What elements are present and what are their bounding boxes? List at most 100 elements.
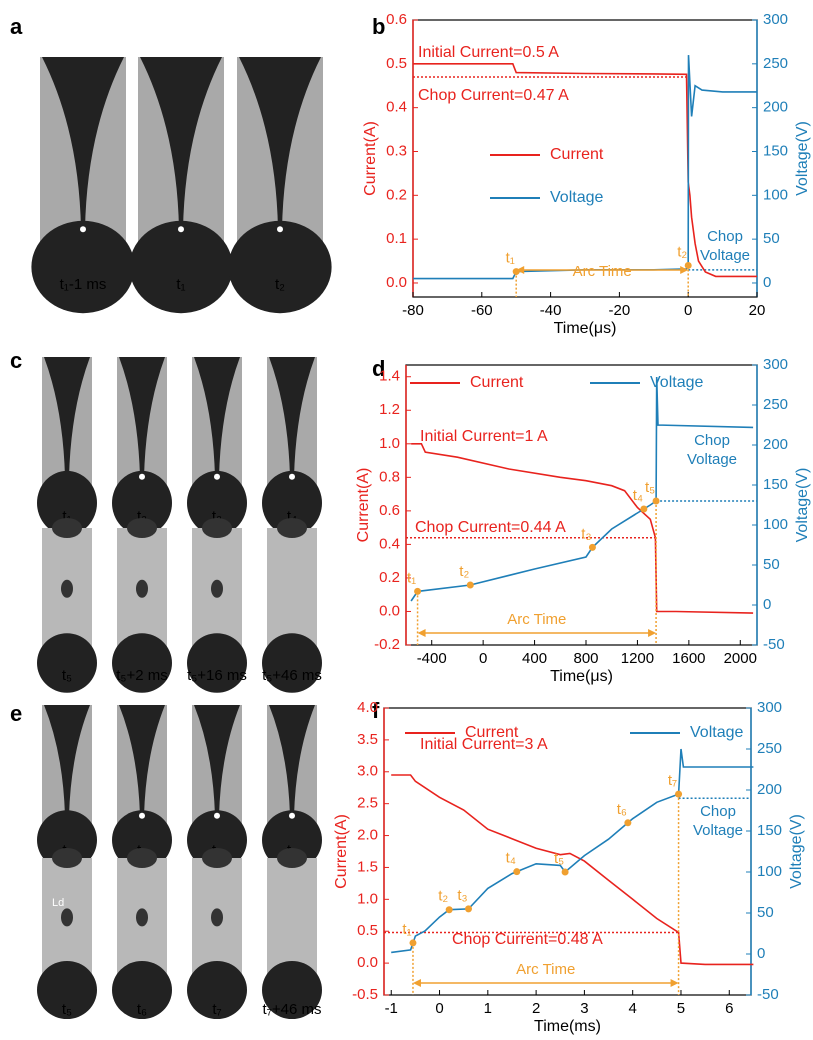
photo-neck [269,705,315,816]
marker-point [561,868,569,876]
photo-droplet [228,220,332,314]
marker-label: t₄ [633,487,643,504]
photo-label: t₂ [137,508,147,525]
photo-label: t₁ [176,276,185,293]
y2-tick-label: 0 [763,274,771,291]
x-axis-title: Time(μs) [554,320,617,337]
y2-tick-label: 0 [763,596,771,613]
marker-point [624,819,632,827]
y-tick-label: 1.5 [357,858,378,875]
chop-voltage-label: Chop [700,803,736,820]
y2-axis-title: Voltage(V) [788,814,805,889]
photo-label: t₃ [212,508,222,525]
marker-point [588,543,596,551]
marker-point [466,581,474,589]
y-tick-label: 1.0 [357,890,378,907]
y2-tick-label: 250 [763,396,788,413]
photo-fragment [61,908,73,927]
photo-upper [202,848,232,868]
panel-letter: a [10,14,23,39]
chop-voltage-label: Voltage [687,451,737,468]
photo-neck [44,705,90,816]
marker-label: t₅ [554,850,564,867]
photo-neck [194,705,240,816]
y-tick-label: -0.5 [352,986,378,1003]
series-line [391,748,754,954]
photo-label: t₂ [275,276,285,293]
x-tick-label: -80 [402,302,424,319]
photo-label: t₅+16 ms [187,667,247,684]
photo [262,705,322,870]
x-tick-label: 0 [479,650,487,667]
x-tick-label: 4 [629,1000,637,1017]
chop-voltage-label: Chop [707,228,743,245]
photo [228,57,332,314]
x-tick-label: 400 [522,650,547,667]
photo-arc-glow [139,812,145,819]
y2-tick-label: 0 [757,945,765,962]
photo-droplet [129,220,233,314]
y-tick-label: 4.0 [357,699,378,716]
y2-tick-label: 250 [763,55,788,72]
marker-point [684,261,692,269]
y2-tick-label: 100 [763,186,788,203]
photo-fragment [211,908,223,927]
chop-voltage-label: Chop [694,432,730,449]
photo-droplet [112,470,172,536]
y2-tick-label: 50 [763,556,780,573]
y-tick-label: 0.0 [357,954,378,971]
x-tick-label: 800 [573,650,598,667]
marker-point [652,497,660,505]
panel-letter: d [372,356,385,381]
photo-droplet [31,220,135,314]
photo-droplet [262,633,322,693]
photo [37,705,97,870]
marker-label: t₆ [617,801,627,818]
marker-label: t₁ [407,569,416,586]
photo [112,518,172,693]
y2-tick-label: 300 [763,356,788,373]
y-tick-label: 2.0 [357,827,378,844]
marker-label: t₄ [506,850,516,867]
y2-tick-label: 100 [757,863,782,880]
plot-frame [405,364,758,646]
y-tick-label: 0.4 [386,99,407,116]
x-tick-label: 6 [725,1000,733,1017]
chop-current-label: Chop Current=0.44 A [415,519,566,536]
photo [112,705,172,870]
marker-label: t₃ [457,887,467,904]
x-tick-label: 1200 [621,650,654,667]
photo-droplet [37,810,97,870]
x-tick-label: -400 [417,650,447,667]
photo [262,357,322,536]
marker-label: t₁ [402,921,411,938]
photo-arc-glow [139,473,145,480]
x-tick-label: 20 [749,302,766,319]
photo [187,357,247,536]
photo-label: t₁-1 ms [60,276,107,293]
x-tick-label: -20 [609,302,631,319]
y2-tick-label: 150 [763,142,788,159]
x-tick-label: -1 [385,1000,398,1017]
photo-upper [277,518,307,538]
photo [129,57,233,314]
photo-label: t₁ [62,508,71,525]
y-axis-title: Current(A) [362,121,379,196]
y2-tick-label: 150 [757,822,782,839]
x-tick-label: 1600 [672,650,705,667]
y2-tick-label: 200 [763,436,788,453]
photo-fragment [136,908,148,927]
y2-axis-title: Voltage(V) [794,121,811,196]
photo-arc-glow [289,473,295,480]
legend-label: Voltage [690,724,743,741]
photo-arc-glow [214,812,220,819]
series-line [391,774,754,966]
photo-droplet [262,960,322,1020]
marker-point [640,505,648,513]
y2-tick-label: 200 [757,781,782,798]
y2-tick-label: 300 [757,699,782,716]
x-tick-label: 3 [580,1000,588,1017]
marker-label: t₂ [677,243,687,260]
y-tick-label: 3.0 [357,763,378,780]
